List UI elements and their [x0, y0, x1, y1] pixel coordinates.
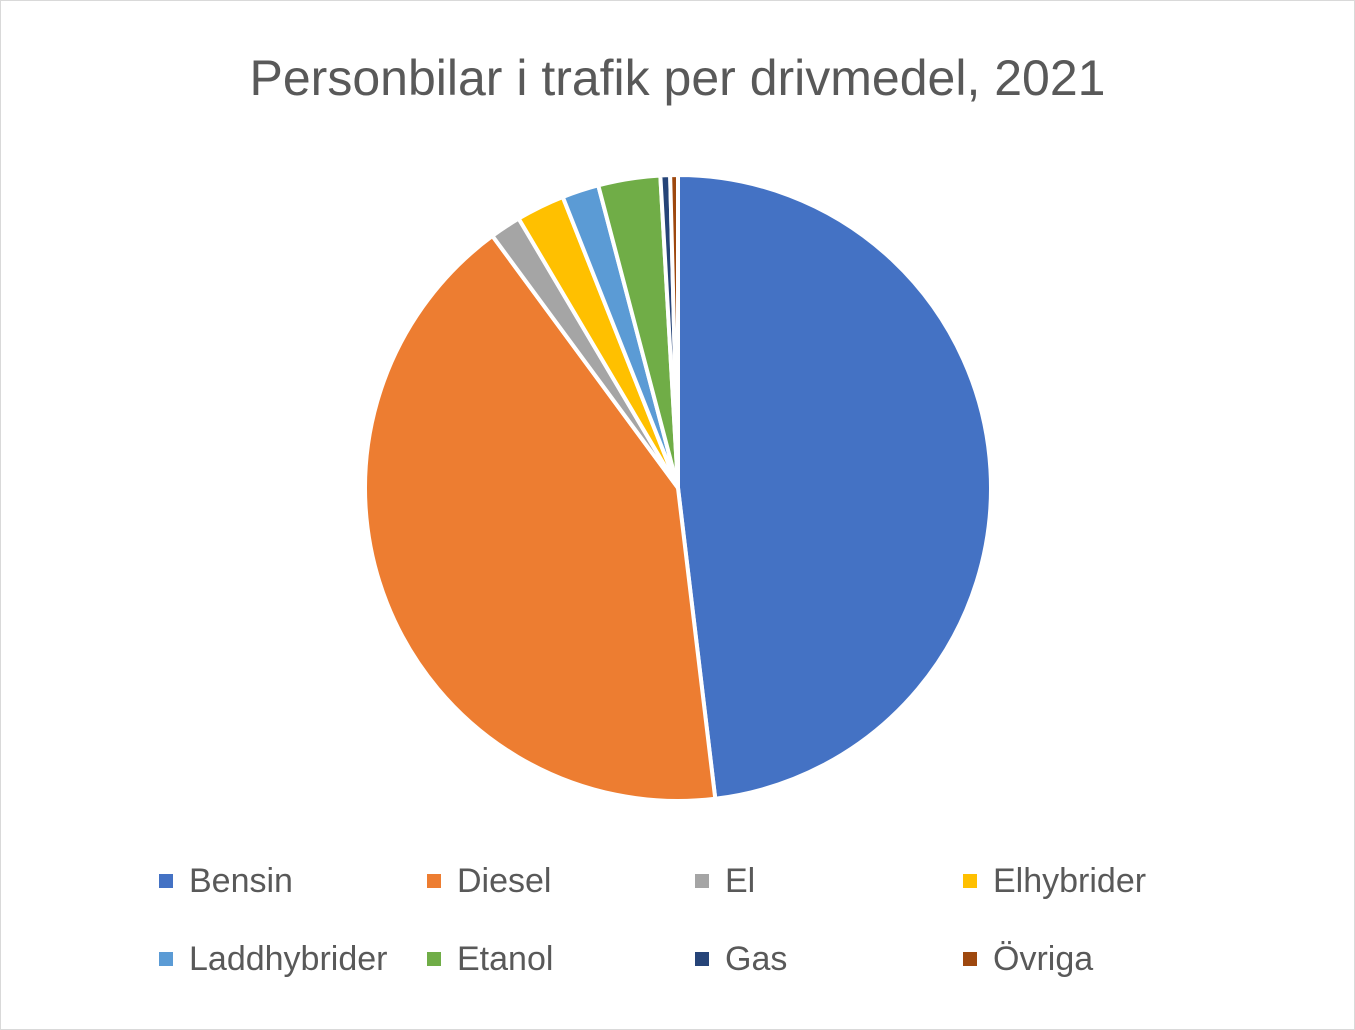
legend-swatch [159, 874, 173, 888]
legend-swatch [695, 952, 709, 966]
legend-item: Övriga [963, 939, 1231, 979]
legend-label: Diesel [457, 861, 552, 900]
pie-slice-diesel [363, 233, 718, 803]
pie-slices [363, 173, 993, 803]
legend-swatch [427, 874, 441, 888]
legend-swatch [427, 952, 441, 966]
legend-swatch [159, 952, 173, 966]
legend-item: Etanol [427, 939, 695, 979]
legend-item: Gas [695, 939, 963, 979]
legend-item: Elhybrider [963, 861, 1231, 901]
legend-item: Diesel [427, 861, 695, 901]
legend-item: Bensin [159, 861, 427, 901]
pie-slice--vriga [668, 173, 680, 490]
legend-label: Bensin [189, 861, 293, 900]
pie-slice-bensin [676, 173, 993, 801]
legend-label: Gas [725, 939, 788, 978]
legend-item: Laddhybrider [159, 939, 427, 979]
chart-title: Personbilar i trafik per drivmedel, 2021 [249, 50, 1106, 106]
legend-label: Elhybrider [993, 861, 1147, 900]
legend-label: Övriga [993, 939, 1094, 978]
legend-swatch [695, 874, 709, 888]
legend: Bensin Diesel El Elhybrider Laddhybrider Etan… [159, 861, 1209, 979]
legend-label: Laddhybrider [189, 939, 388, 978]
legend-item: El [695, 861, 963, 901]
legend-label: Etanol [457, 939, 554, 978]
legend-swatch [963, 952, 977, 966]
legend-swatch [963, 874, 977, 888]
legend-label: El [725, 861, 756, 900]
